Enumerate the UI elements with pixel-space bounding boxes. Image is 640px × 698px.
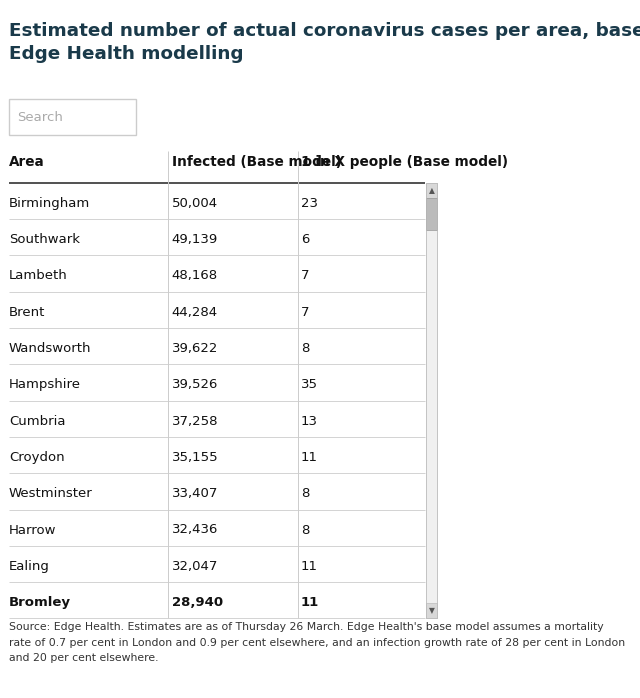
Text: 49,139: 49,139 (172, 233, 218, 246)
Text: Estimated number of actual coronavirus cases per area, based on
Edge Health mode: Estimated number of actual coronavirus c… (9, 22, 640, 64)
Text: 28,940: 28,940 (172, 596, 223, 609)
Text: Search: Search (17, 111, 63, 124)
Text: 7: 7 (301, 269, 309, 283)
Text: 11: 11 (301, 596, 319, 609)
Text: 35: 35 (301, 378, 317, 392)
Text: Southwark: Southwark (9, 233, 80, 246)
Text: 11: 11 (301, 451, 317, 464)
Text: Birmingham: Birmingham (9, 197, 90, 210)
Bar (426, 183, 437, 198)
Text: 37,258: 37,258 (172, 415, 218, 428)
Text: 23: 23 (301, 197, 317, 210)
Text: ▼: ▼ (429, 607, 435, 615)
Text: Bromley: Bromley (9, 596, 71, 609)
Text: Hampshire: Hampshire (9, 378, 81, 392)
Text: 44,284: 44,284 (172, 306, 218, 319)
Text: ▲: ▲ (429, 186, 435, 195)
Text: 8: 8 (301, 524, 309, 537)
Text: Cumbria: Cumbria (9, 415, 65, 428)
Text: 1 in X people (Base model): 1 in X people (Base model) (301, 155, 508, 169)
Text: 33,407: 33,407 (172, 487, 218, 500)
Text: Wandsworth: Wandsworth (9, 342, 92, 355)
Bar (426, 603, 437, 618)
Text: 39,526: 39,526 (172, 378, 218, 392)
Text: 50,004: 50,004 (172, 197, 218, 210)
Text: 11: 11 (301, 560, 317, 573)
Text: 8: 8 (301, 342, 309, 355)
Text: 8: 8 (301, 487, 309, 500)
Text: 48,168: 48,168 (172, 269, 218, 283)
Text: Area: Area (9, 155, 45, 169)
Text: 32,436: 32,436 (172, 524, 218, 537)
Text: 13: 13 (301, 415, 317, 428)
Text: Harrow: Harrow (9, 524, 56, 537)
Text: Infected (Base model): Infected (Base model) (172, 155, 341, 169)
Text: Croydon: Croydon (9, 451, 65, 464)
Text: Brent: Brent (9, 306, 45, 319)
Text: Lambeth: Lambeth (9, 269, 68, 283)
Text: 35,155: 35,155 (172, 451, 218, 464)
Bar (426, 183, 437, 618)
Text: 32,047: 32,047 (172, 560, 218, 573)
Text: Westminster: Westminster (9, 487, 93, 500)
Text: Source: Edge Health. Estimates are as of Thursday 26 March. Edge Health's base m: Source: Edge Health. Estimates are as of… (9, 622, 625, 663)
Text: 6: 6 (301, 233, 309, 246)
Text: Ealing: Ealing (9, 560, 50, 573)
Bar (426, 183, 437, 618)
Bar (426, 198, 437, 230)
Text: 39,622: 39,622 (172, 342, 218, 355)
FancyBboxPatch shape (9, 99, 136, 135)
Text: 7: 7 (301, 306, 309, 319)
